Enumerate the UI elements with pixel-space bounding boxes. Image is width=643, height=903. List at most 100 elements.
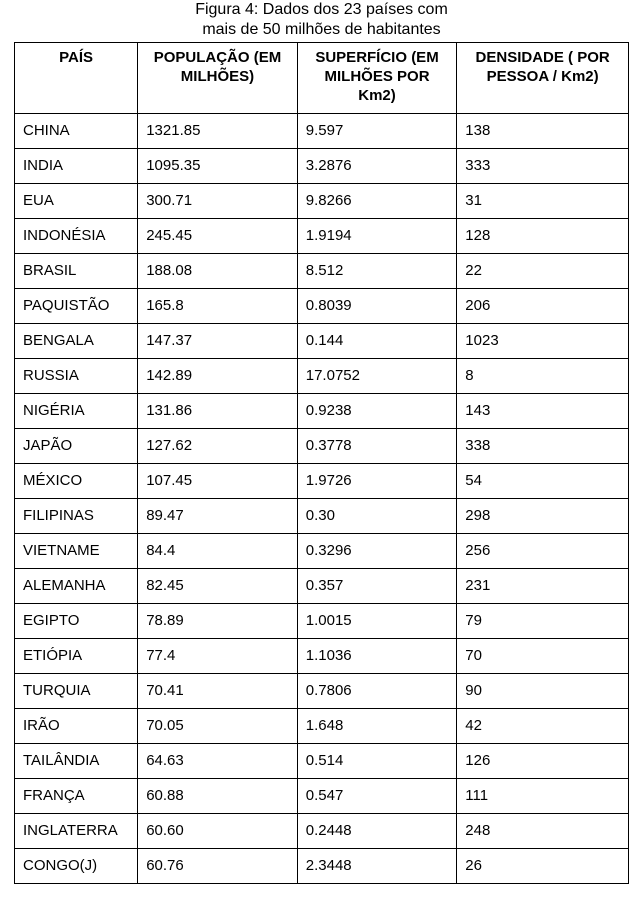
cell-populacao: 84.4 bbox=[138, 534, 298, 569]
cell-pais: FILIPINAS bbox=[15, 499, 138, 534]
cell-superficio: 0.357 bbox=[297, 569, 457, 604]
cell-pais: ETIÓPIA bbox=[15, 639, 138, 674]
cell-pais: MÉXICO bbox=[15, 464, 138, 499]
cell-pais: FRANÇA bbox=[15, 779, 138, 814]
table-row: IRÃO70.051.64842 bbox=[15, 709, 629, 744]
cell-pais: TAILÂNDIA bbox=[15, 744, 138, 779]
table-row: BRASIL188.088.51222 bbox=[15, 254, 629, 289]
cell-pais: IRÃO bbox=[15, 709, 138, 744]
cell-superficio: 17.0752 bbox=[297, 359, 457, 394]
figure-container: Figura 4: Dados dos 23 países com mais d… bbox=[0, 0, 643, 898]
figure-caption: Figura 4: Dados dos 23 países com mais d… bbox=[14, 0, 629, 40]
cell-superficio: 9.597 bbox=[297, 114, 457, 149]
table-row: TAILÂNDIA64.630.514126 bbox=[15, 744, 629, 779]
cell-superficio: 0.30 bbox=[297, 499, 457, 534]
table-body: CHINA1321.859.597138INDIA1095.353.287633… bbox=[15, 114, 629, 884]
cell-densidade: 90 bbox=[457, 674, 629, 709]
countries-table: PAÍS POPULAÇÃO (EM MILHÕES) SUPERFÍCIO (… bbox=[14, 42, 629, 884]
cell-populacao: 89.47 bbox=[138, 499, 298, 534]
caption-line-1: Figura 4: Dados dos 23 países com bbox=[195, 1, 448, 18]
cell-superficio: 1.9194 bbox=[297, 219, 457, 254]
cell-pais: INGLATERRA bbox=[15, 814, 138, 849]
cell-pais: EUA bbox=[15, 184, 138, 219]
table-row: ETIÓPIA77.41.103670 bbox=[15, 639, 629, 674]
cell-populacao: 1321.85 bbox=[138, 114, 298, 149]
cell-superficio: 9.8266 bbox=[297, 184, 457, 219]
cell-superficio: 0.7806 bbox=[297, 674, 457, 709]
cell-pais: NIGÉRIA bbox=[15, 394, 138, 429]
cell-populacao: 77.4 bbox=[138, 639, 298, 674]
cell-populacao: 70.41 bbox=[138, 674, 298, 709]
cell-superficio: 0.9238 bbox=[297, 394, 457, 429]
cell-pais: CONGO(J) bbox=[15, 849, 138, 884]
cell-pais: BRASIL bbox=[15, 254, 138, 289]
table-row: VIETNAME84.40.3296256 bbox=[15, 534, 629, 569]
cell-populacao: 165.8 bbox=[138, 289, 298, 324]
cell-superficio: 1.0015 bbox=[297, 604, 457, 639]
cell-populacao: 131.86 bbox=[138, 394, 298, 429]
cell-pais: VIETNAME bbox=[15, 534, 138, 569]
cell-densidade: 26 bbox=[457, 849, 629, 884]
cell-pais: CHINA bbox=[15, 114, 138, 149]
table-row: JAPÃO127.620.3778338 bbox=[15, 429, 629, 464]
cell-densidade: 206 bbox=[457, 289, 629, 324]
cell-densidade: 138 bbox=[457, 114, 629, 149]
table-row: ALEMANHA82.450.357231 bbox=[15, 569, 629, 604]
table-row: EGIPTO78.891.001579 bbox=[15, 604, 629, 639]
table-row: TURQUIA70.410.780690 bbox=[15, 674, 629, 709]
cell-densidade: 338 bbox=[457, 429, 629, 464]
cell-densidade: 79 bbox=[457, 604, 629, 639]
cell-superficio: 0.547 bbox=[297, 779, 457, 814]
cell-pais: RUSSIA bbox=[15, 359, 138, 394]
cell-densidade: 231 bbox=[457, 569, 629, 604]
cell-pais: ALEMANHA bbox=[15, 569, 138, 604]
table-row: RUSSIA142.8917.07528 bbox=[15, 359, 629, 394]
cell-superficio: 1.1036 bbox=[297, 639, 457, 674]
cell-pais: BENGALA bbox=[15, 324, 138, 359]
col-header-populacao: POPULAÇÃO (EM MILHÕES) bbox=[138, 43, 298, 114]
table-row: NIGÉRIA131.860.9238143 bbox=[15, 394, 629, 429]
cell-populacao: 188.08 bbox=[138, 254, 298, 289]
cell-densidade: 31 bbox=[457, 184, 629, 219]
table-header-row: PAÍS POPULAÇÃO (EM MILHÕES) SUPERFÍCIO (… bbox=[15, 43, 629, 114]
cell-pais: PAQUISTÃO bbox=[15, 289, 138, 324]
cell-densidade: 256 bbox=[457, 534, 629, 569]
table-row: CHINA1321.859.597138 bbox=[15, 114, 629, 149]
cell-densidade: 8 bbox=[457, 359, 629, 394]
table-row: FILIPINAS89.470.30298 bbox=[15, 499, 629, 534]
cell-densidade: 70 bbox=[457, 639, 629, 674]
table-row: INDONÉSIA245.451.9194128 bbox=[15, 219, 629, 254]
table-row: BENGALA147.370.1441023 bbox=[15, 324, 629, 359]
table-header: PAÍS POPULAÇÃO (EM MILHÕES) SUPERFÍCIO (… bbox=[15, 43, 629, 114]
cell-pais: INDONÉSIA bbox=[15, 219, 138, 254]
cell-pais: JAPÃO bbox=[15, 429, 138, 464]
col-header-superficio: SUPERFÍCIO (EM MILHÕES POR Km2) bbox=[297, 43, 457, 114]
cell-populacao: 300.71 bbox=[138, 184, 298, 219]
cell-densidade: 1023 bbox=[457, 324, 629, 359]
cell-superficio: 0.3778 bbox=[297, 429, 457, 464]
table-row: MÉXICO107.451.972654 bbox=[15, 464, 629, 499]
cell-superficio: 0.514 bbox=[297, 744, 457, 779]
table-row: INGLATERRA60.600.2448248 bbox=[15, 814, 629, 849]
cell-superficio: 8.512 bbox=[297, 254, 457, 289]
cell-densidade: 143 bbox=[457, 394, 629, 429]
cell-superficio: 1.9726 bbox=[297, 464, 457, 499]
cell-densidade: 248 bbox=[457, 814, 629, 849]
cell-densidade: 126 bbox=[457, 744, 629, 779]
cell-superficio: 2.3448 bbox=[297, 849, 457, 884]
cell-populacao: 78.89 bbox=[138, 604, 298, 639]
cell-populacao: 60.88 bbox=[138, 779, 298, 814]
cell-populacao: 82.45 bbox=[138, 569, 298, 604]
col-header-densidade: DENSIDADE ( POR PESSOA / Km2) bbox=[457, 43, 629, 114]
cell-superficio: 0.2448 bbox=[297, 814, 457, 849]
cell-populacao: 70.05 bbox=[138, 709, 298, 744]
cell-densidade: 54 bbox=[457, 464, 629, 499]
cell-populacao: 60.60 bbox=[138, 814, 298, 849]
cell-densidade: 22 bbox=[457, 254, 629, 289]
cell-pais: EGIPTO bbox=[15, 604, 138, 639]
cell-pais: INDIA bbox=[15, 149, 138, 184]
cell-superficio: 1.648 bbox=[297, 709, 457, 744]
cell-populacao: 147.37 bbox=[138, 324, 298, 359]
caption-line-2: mais de 50 milhões de habitantes bbox=[202, 21, 440, 38]
cell-superficio: 0.8039 bbox=[297, 289, 457, 324]
